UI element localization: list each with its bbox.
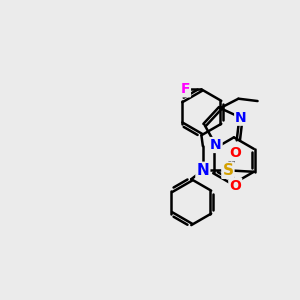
Text: F: F	[181, 82, 190, 96]
Text: O: O	[229, 178, 241, 193]
Text: N: N	[210, 138, 222, 152]
Text: N: N	[196, 163, 209, 178]
Text: S: S	[222, 163, 233, 178]
Text: O: O	[229, 146, 241, 160]
Text: N: N	[235, 111, 247, 125]
